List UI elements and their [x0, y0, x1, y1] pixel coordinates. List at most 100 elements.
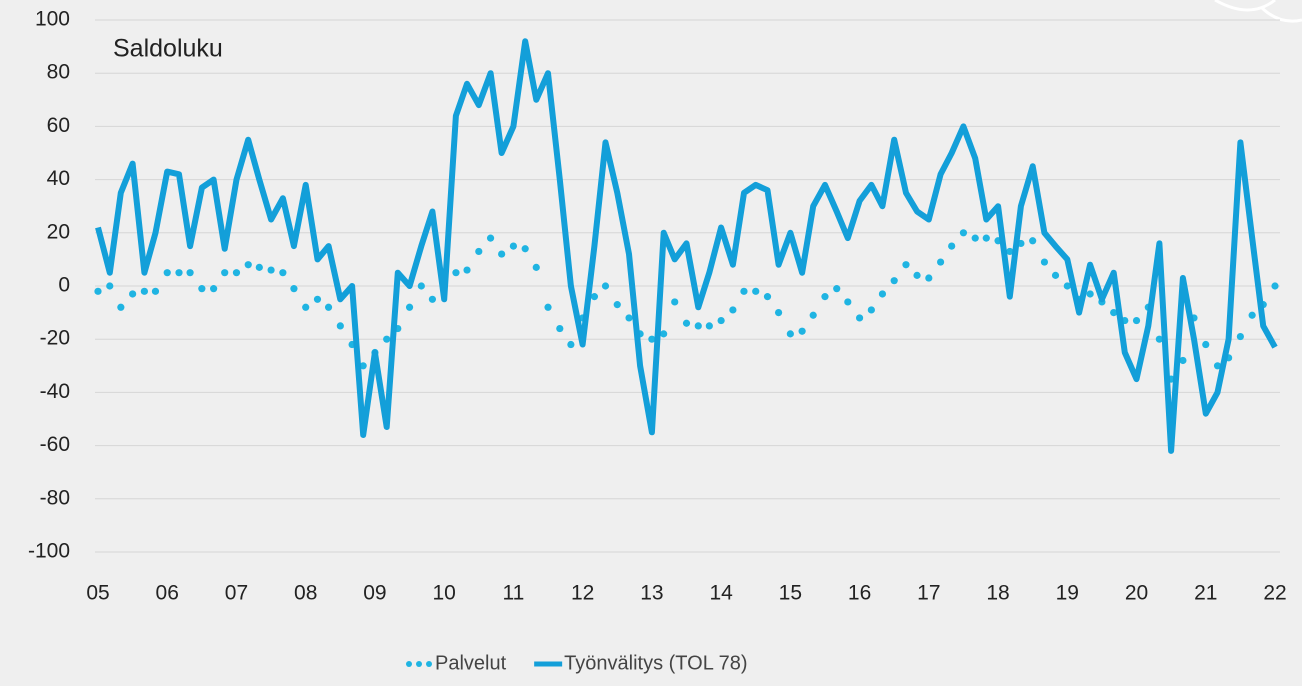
data-point: [1051, 271, 1060, 279]
x-tick-label: 18: [986, 582, 1009, 605]
data-point: [186, 269, 194, 277]
x-tick-label: 15: [779, 582, 802, 605]
data-point: [740, 287, 748, 295]
data-point: [1155, 335, 1163, 343]
x-tick-label: 11: [503, 582, 525, 605]
data-point: [163, 269, 171, 277]
data-point: [336, 322, 344, 330]
data-point: [890, 277, 898, 285]
data-point: [140, 287, 148, 295]
data-point: [267, 266, 275, 274]
x-tick-label: 13: [640, 582, 663, 605]
data-point: [302, 303, 310, 311]
data-point: [498, 250, 506, 258]
decoration: [1214, 0, 1302, 23]
data-point: [244, 261, 252, 269]
data-point: [809, 311, 817, 319]
data-point: [694, 322, 702, 330]
data-point: [452, 269, 460, 277]
data-point: [1179, 356, 1187, 365]
y-tick-label: -60: [40, 433, 70, 456]
data-point: [544, 303, 552, 311]
data-point: [129, 290, 137, 298]
legend-swatch: [416, 661, 422, 667]
data-point: [729, 306, 737, 314]
data-point: [1040, 258, 1049, 266]
data-point: [878, 290, 887, 298]
legend-swatch: [426, 661, 432, 667]
data-point: [1236, 332, 1244, 341]
data-point: [417, 282, 425, 290]
x-tick-label: 20: [1125, 582, 1148, 605]
data-point: [601, 282, 610, 290]
data-point: [682, 319, 691, 327]
data-point: [752, 287, 760, 295]
grid: -100 -80 -60 -40 -20 0 20 40 60 80 100 05 06 07 08 09 10…: [28, 8, 1287, 605]
legend-label: Palvelut: [435, 652, 507, 674]
data-point: [959, 229, 968, 237]
x-tick-label: 09: [363, 582, 386, 605]
data-point: [855, 314, 864, 322]
y-tick-label: 80: [47, 61, 70, 84]
data-point: [175, 269, 183, 277]
data-point: [936, 258, 945, 266]
data-point: [844, 298, 852, 306]
data-point: [1202, 340, 1210, 349]
data-point: [359, 362, 367, 370]
data-point: [428, 295, 437, 303]
data-point: [475, 247, 483, 256]
data-point: [463, 266, 471, 274]
legend-label: Työnvälitys (TOL 78): [564, 652, 747, 674]
data-point: [532, 263, 540, 271]
data-point: [383, 335, 391, 343]
legend-swatch: [406, 661, 412, 667]
data-point: [798, 327, 806, 335]
data-point: [902, 261, 910, 269]
x-tick-label: 05: [86, 582, 109, 605]
data-point: [221, 269, 229, 277]
data-point: [821, 293, 829, 301]
data-point: [106, 282, 114, 290]
x-tick-label: 06: [156, 582, 179, 605]
data-point: [982, 234, 990, 242]
data-point: [324, 303, 333, 311]
data-point: [590, 293, 599, 301]
data-point: [486, 234, 495, 242]
x-tick-label: 16: [848, 582, 871, 605]
data-point: [1006, 247, 1014, 256]
marks: [94, 38, 1279, 454]
data-point: [613, 301, 621, 309]
chart-title: Saldoluku: [113, 35, 223, 63]
data-point: [671, 298, 679, 306]
data-point: [913, 271, 921, 279]
data-point: [313, 295, 322, 303]
y-tick-label: 100: [35, 8, 70, 31]
data-point: [774, 309, 783, 317]
data-point: [763, 293, 772, 301]
y-tick-label: -100: [28, 540, 70, 563]
x-tick-label: 22: [1263, 582, 1286, 605]
data-point: [625, 314, 633, 322]
data-point: [705, 322, 713, 330]
data-point: [509, 242, 518, 250]
x-tick-label: 10: [432, 582, 455, 605]
data-point: [232, 269, 241, 277]
data-point: [1132, 316, 1141, 325]
data-point: [1086, 290, 1094, 298]
data-point: [948, 242, 956, 250]
data-point: [1213, 362, 1222, 370]
data-point: [971, 234, 979, 242]
y-tick-label: 60: [47, 114, 70, 137]
x-tick-label: 21: [1194, 582, 1217, 605]
x-tick-label: 08: [294, 582, 317, 605]
data-point: [117, 303, 125, 311]
y-tick-label: 20: [47, 220, 70, 243]
data-point: [521, 245, 529, 253]
y-tick-label: 0: [58, 274, 70, 297]
x-tick-label: 17: [917, 582, 940, 605]
data-point: [290, 285, 298, 293]
data-point: [786, 330, 794, 338]
data-point: [648, 335, 656, 343]
data-point: [1063, 282, 1071, 290]
